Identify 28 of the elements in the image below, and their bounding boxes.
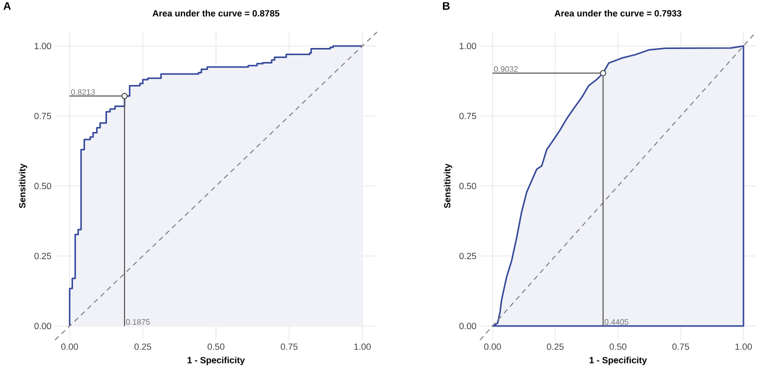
- chart-title: Area under the curve = 0.8785: [152, 10, 280, 17]
- x-tick-label: 0.00: [61, 344, 78, 350]
- x-tick-label: 0.75: [280, 344, 298, 350]
- text: A: [3, 2, 11, 10]
- chart-title: Area under the curve = 0.7933: [554, 10, 682, 16]
- x-tick-label: 0.50: [208, 344, 224, 350]
- x-tick-label: 1.00: [354, 344, 371, 350]
- y-tick-label: 0.75: [459, 112, 476, 120]
- y-tick-label: 0.00: [34, 322, 52, 330]
- y-tick-label: 0.75: [34, 112, 52, 120]
- x-tick-label: 1.00: [735, 344, 752, 350]
- y-tick-label: 0.25: [459, 252, 476, 260]
- x-tick-label: 0.00: [484, 344, 501, 350]
- y-tick-label: 1.00: [460, 42, 476, 50]
- y-tick-label: 0.00: [459, 322, 476, 330]
- x-tick-label: 0.50: [610, 344, 626, 350]
- y-axis-title: Sensitivity: [18, 164, 28, 208]
- y-axis-title: Sensitivity: [444, 164, 452, 208]
- x-axis-title: 1 - Specificity: [188, 356, 245, 366]
- y-tick-label: 1.00: [34, 42, 52, 50]
- x-axis-title: 1 - Specificity: [590, 356, 647, 366]
- x-tick-label: 0.75: [672, 344, 690, 350]
- text: B: [442, 2, 450, 10]
- y-tick-label: 0.50: [459, 182, 476, 190]
- x-tick-label: 0.25: [134, 344, 152, 350]
- y-tick-label: 0.25: [34, 252, 52, 260]
- x-tick-label: 0.25: [546, 344, 564, 350]
- y-tick-label: 0.50: [34, 182, 52, 190]
